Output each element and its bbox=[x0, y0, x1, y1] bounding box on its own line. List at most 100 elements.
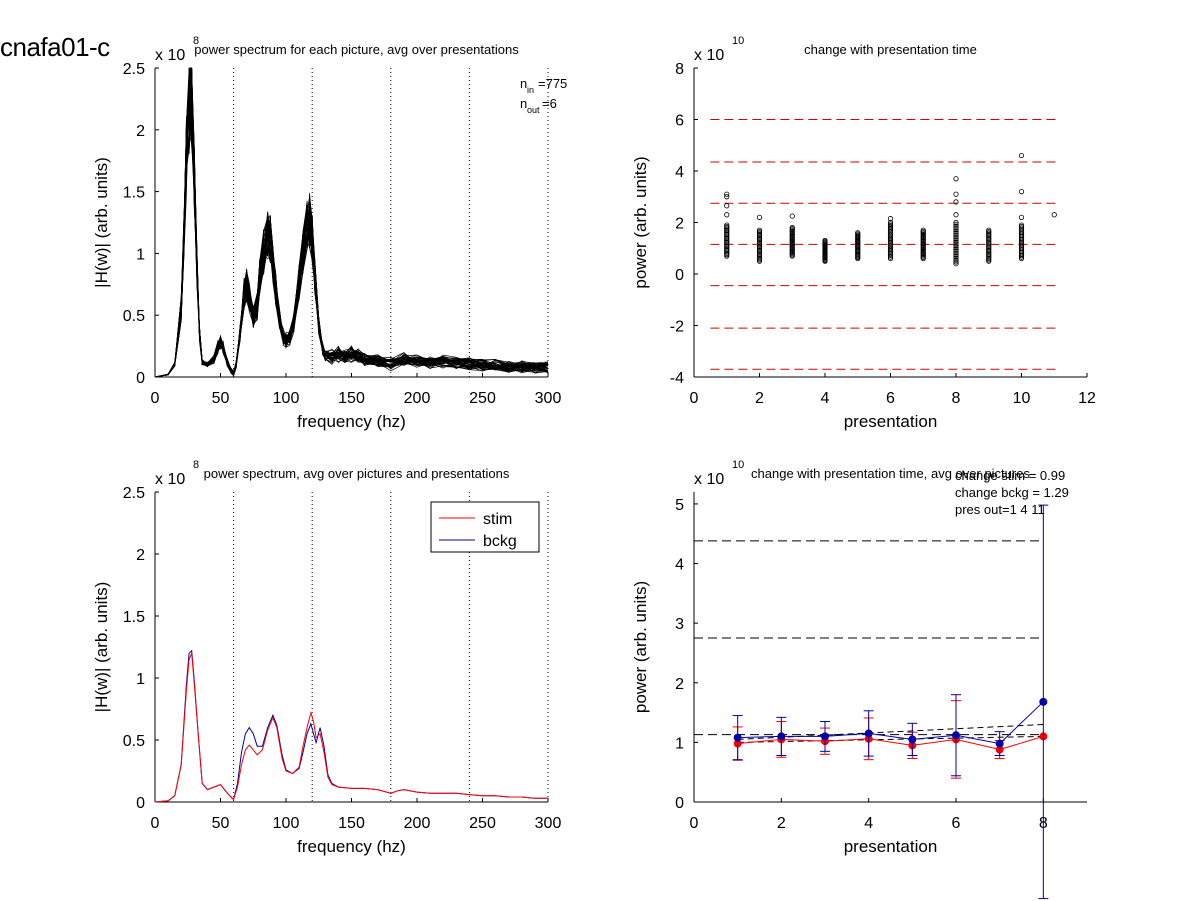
y-tick-label: -4 bbox=[670, 370, 684, 387]
x-tick-label: 50 bbox=[212, 390, 230, 407]
spectrum-trace bbox=[154, 67, 549, 378]
x-tick-label: 2 bbox=[755, 390, 764, 407]
power-point bbox=[887, 221, 894, 227]
x-tick-label: 300 bbox=[535, 390, 562, 407]
power-point bbox=[724, 212, 730, 218]
stat-annotation: change stim = 0.99 bbox=[955, 468, 1065, 483]
x-tick-label: 100 bbox=[273, 815, 300, 832]
power-point bbox=[1018, 152, 1025, 159]
x-axis-label: presentation bbox=[844, 837, 938, 856]
x-tick-label: 0 bbox=[690, 815, 699, 832]
spectrum-trace bbox=[154, 71, 549, 378]
power-point bbox=[855, 230, 861, 236]
y-tick-label: 1 bbox=[136, 246, 145, 263]
y-tick-label: 0 bbox=[675, 795, 684, 812]
spectrum-trace bbox=[154, 67, 549, 378]
power-point bbox=[953, 255, 959, 261]
spectrum-trace bbox=[154, 67, 549, 378]
x-tick-label: 8 bbox=[952, 390, 961, 407]
spectrum-trace bbox=[154, 89, 549, 378]
power-point bbox=[953, 243, 959, 249]
spectrum-trace bbox=[154, 80, 549, 378]
n-out-sub: out bbox=[527, 105, 540, 115]
spectrum-trace bbox=[154, 78, 549, 378]
spectrum-trace bbox=[154, 72, 549, 378]
power-point bbox=[920, 227, 926, 233]
data-marker-bckg bbox=[1039, 697, 1048, 706]
y-tick-label: 3 bbox=[675, 616, 684, 633]
axis-exponent-power: 8 bbox=[193, 35, 199, 47]
n-in-sub: in bbox=[527, 85, 534, 95]
y-axis-label: |H(w)| (arb. units) bbox=[92, 582, 111, 713]
x-tick-label: 0 bbox=[690, 390, 699, 407]
power-point bbox=[953, 237, 959, 244]
x-tick-label: 0 bbox=[151, 815, 160, 832]
x-axis-label: frequency (hz) bbox=[297, 412, 406, 431]
n-out-label: n bbox=[520, 96, 527, 111]
y-tick-label: 2 bbox=[136, 123, 145, 140]
panel-title: change with presentation time bbox=[804, 42, 977, 57]
axis-exponent-power: 8 bbox=[193, 459, 199, 471]
y-axis-label: |H(w)| (arb. units) bbox=[92, 157, 111, 288]
y-tick-label: 1.5 bbox=[123, 185, 145, 202]
power-point bbox=[953, 234, 959, 240]
power-point bbox=[953, 250, 959, 256]
y-tick-label: 2.5 bbox=[123, 485, 145, 502]
spectrum-trace bbox=[154, 74, 549, 378]
power-point bbox=[1018, 189, 1025, 195]
y-tick-label: 2.5 bbox=[123, 61, 145, 78]
power-point bbox=[953, 259, 959, 265]
power-point bbox=[953, 257, 959, 263]
spectrum-trace bbox=[154, 132, 549, 378]
spectrum-trace bbox=[154, 67, 549, 378]
data-marker-bckg bbox=[864, 729, 873, 738]
y-tick-label: 0.5 bbox=[123, 308, 145, 325]
data-marker-bckg bbox=[821, 732, 829, 741]
y-tick-label: 0 bbox=[136, 795, 145, 812]
stat-annotation: pres out=1 4 11 bbox=[955, 502, 1045, 517]
spectrum-trace bbox=[154, 99, 549, 378]
spectrum-trace bbox=[154, 70, 549, 378]
spectrum-trace bbox=[154, 112, 549, 378]
spectrum-trace bbox=[154, 95, 549, 378]
legend-box bbox=[430, 501, 540, 553]
power-point bbox=[1051, 212, 1057, 218]
panel-title: power spectrum for each picture, avg ove… bbox=[194, 42, 519, 57]
power-point bbox=[953, 227, 959, 233]
spectrum-trace bbox=[154, 70, 549, 378]
axis-exponent: x 10 bbox=[694, 471, 724, 488]
power-point bbox=[953, 248, 959, 254]
x-tick-label: 150 bbox=[338, 815, 365, 832]
power-point bbox=[953, 191, 959, 197]
power-point bbox=[887, 216, 894, 222]
n-out-value: =6 bbox=[542, 96, 557, 111]
x-tick-label: 100 bbox=[273, 390, 300, 407]
power-point bbox=[953, 252, 959, 258]
y-tick-label: 0.5 bbox=[123, 733, 145, 750]
y-tick-label: 4 bbox=[675, 164, 684, 181]
trend-line-bckg bbox=[737, 724, 1044, 740]
spectrum-trace bbox=[154, 67, 549, 378]
power-point bbox=[756, 227, 763, 233]
panel-spectrum-each-picture: 0 50 100 150 200 250 300 0 0.5 1 1.5 2 2.5 frequency … bbox=[92, 35, 567, 431]
x-tick-label: 50 bbox=[212, 815, 230, 832]
spectrum-trace bbox=[154, 67, 549, 378]
power-point bbox=[1018, 214, 1025, 220]
y-tick-label: 5 bbox=[675, 497, 684, 514]
spectrum-trace bbox=[154, 85, 549, 378]
y-tick-label: 0 bbox=[675, 267, 684, 284]
spectrum-trace bbox=[154, 74, 549, 378]
y-tick-label: 4 bbox=[675, 557, 684, 574]
power-point bbox=[953, 253, 959, 260]
y-tick-label: 2 bbox=[136, 547, 145, 564]
y-tick-label: -2 bbox=[670, 319, 684, 336]
spectrum-trace bbox=[154, 83, 549, 378]
x-tick-label: 6 bbox=[952, 815, 961, 832]
panel-change-presentation-time: 0 2 4 6 8 10 12 -4 -2 0 2 4 6 8 presentation power (arb… bbox=[631, 35, 1096, 431]
spectrum-trace bbox=[154, 86, 549, 378]
x-tick-label: 10 bbox=[1013, 390, 1031, 407]
spectrum-trace bbox=[154, 67, 549, 378]
figure-label: cnafa01-c bbox=[0, 32, 110, 62]
axis-exponent-power: 10 bbox=[732, 459, 744, 471]
